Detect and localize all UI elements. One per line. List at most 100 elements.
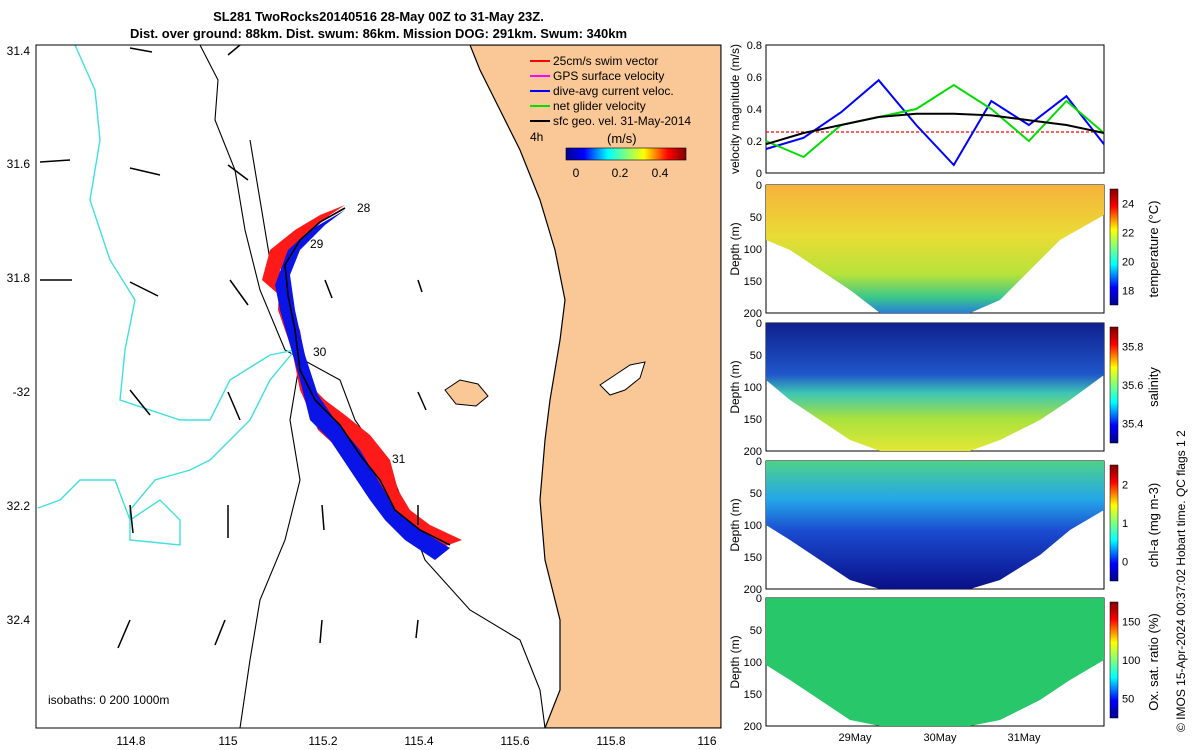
legend-entry: dive-avg current veloc. xyxy=(553,84,674,98)
isobaths-note: isobaths: 0 200 1000m xyxy=(48,693,169,707)
colorbar-tick: 2 xyxy=(1122,479,1128,491)
panel-y-tick: 100 xyxy=(744,657,762,669)
velocity-series-line xyxy=(765,83,1105,159)
colorbar-tick: 35.8 xyxy=(1122,341,1143,353)
panel-y-tick: 0 xyxy=(756,456,762,468)
colorbar-tick: 18 xyxy=(1122,286,1134,298)
legend-entry: sfc geo. vel. 31-May-2014 xyxy=(553,114,691,128)
map-y-tick: 32.2 xyxy=(7,499,31,513)
panel-y-tick: 150 xyxy=(744,552,762,564)
panel-y-tick: 100 xyxy=(744,244,762,256)
colorbar-label: chl-a (mg m-3) xyxy=(1146,483,1161,568)
salinity-colorbar xyxy=(1109,326,1119,444)
temperature-section xyxy=(765,184,1105,314)
velocity-series-line xyxy=(765,78,1105,167)
colorbar-tick: 150 xyxy=(1122,616,1140,628)
map-x-tick: 115.2 xyxy=(308,734,337,748)
map-y-tick: 32.4 xyxy=(7,613,31,627)
colorbar-tick: 1 xyxy=(1122,518,1128,530)
isobath-1000m xyxy=(239,139,301,728)
panel-x-tick: 30May xyxy=(923,732,957,744)
panel-y-tick: 100 xyxy=(744,382,762,394)
panel-y-tick: 200 xyxy=(744,446,762,458)
track-label: 29 xyxy=(310,237,324,251)
oxygen-section xyxy=(765,597,1105,727)
colorbar-tick: 0.4 xyxy=(652,166,669,180)
track-label: 28 xyxy=(357,201,371,215)
panel-y-tick: 0.8 xyxy=(747,40,762,52)
dive-avg-swath xyxy=(275,210,450,560)
legend-entry: 25cm/s swim vector xyxy=(553,54,658,68)
colorbar-tick: 35.4 xyxy=(1122,419,1143,431)
isobath-200m xyxy=(199,45,546,728)
velocity-series-line xyxy=(765,112,1105,146)
panel-y-tick: 150 xyxy=(744,689,762,701)
colorbar-unit: (m/s) xyxy=(607,131,637,146)
colorbar-tick: 35.6 xyxy=(1122,380,1143,392)
panel-y-tick: 50 xyxy=(750,488,762,500)
colorbar-tick: 0 xyxy=(1122,557,1128,569)
map-x-tick: 114.8 xyxy=(116,734,145,748)
estuary xyxy=(599,361,646,396)
map-y-tick: 31.8 xyxy=(7,271,31,285)
panel-x-tick: 29May xyxy=(838,732,872,744)
panel-y-label: Depth (m) xyxy=(728,498,742,551)
panel-y-tick: 0.4 xyxy=(747,104,762,116)
colorbar-tick: 0 xyxy=(573,166,580,180)
legend-entry: GPS surface velocity xyxy=(553,69,664,83)
island xyxy=(444,379,489,407)
map-y-tick: 31.6 xyxy=(7,157,31,171)
glider-track xyxy=(284,207,451,546)
map-panel xyxy=(36,45,721,728)
panel-y-tick: 200 xyxy=(744,721,762,733)
panel-x-tick: 31May xyxy=(1007,732,1041,744)
chla-colorbar xyxy=(1109,464,1119,582)
interval-label: 4h xyxy=(530,130,543,144)
panel-y-tick: 100 xyxy=(744,520,762,532)
map-x-tick: 116 xyxy=(697,734,716,748)
map-x-tick: 115.6 xyxy=(500,734,529,748)
panel-y-label: Depth (m) xyxy=(728,635,742,688)
chart-title-line1: SL281 TwoRocks20140516 28-May 00Z to 31-… xyxy=(213,9,544,24)
track-label: 31 xyxy=(392,452,406,466)
colorbar-tick: 24 xyxy=(1122,199,1134,211)
panel-y-tick: 0 xyxy=(756,318,762,330)
colorbar-label: Ox. sat. ratio (%) xyxy=(1146,613,1161,711)
temperature-colorbar xyxy=(1109,188,1119,306)
map-y-tick: 31.4 xyxy=(7,44,31,58)
panel-y-tick: 0 xyxy=(756,593,762,605)
legend-entry: net glider velocity xyxy=(553,99,646,113)
panel-y-tick: 50 xyxy=(750,212,762,224)
panel-y-tick: 0 xyxy=(756,180,762,192)
panel-y-label: Depth (m) xyxy=(728,222,742,275)
chart-title-line2: Dist. over ground: 88km. Dist. swum: 86k… xyxy=(129,26,628,41)
colorbar-tick: 22 xyxy=(1122,228,1134,240)
panel-y-tick: 200 xyxy=(744,584,762,596)
panel-y-tick: 200 xyxy=(744,308,762,320)
track-label: 30 xyxy=(313,345,327,359)
colorbar-tick: 0.2 xyxy=(612,166,629,180)
salinity-section xyxy=(765,322,1105,452)
sfc-geo-arrows xyxy=(39,45,427,649)
map-x-tick: 115.4 xyxy=(404,734,433,748)
colorbar-tick: 20 xyxy=(1122,257,1134,269)
panel-y-label: Depth (m) xyxy=(728,360,742,413)
land-area xyxy=(469,45,721,728)
velocity-panel xyxy=(765,44,1105,174)
panel-y-tick: 150 xyxy=(744,276,762,288)
panel-y-tick: 150 xyxy=(744,414,762,426)
map-x-tick: 115.8 xyxy=(596,734,625,748)
panel-y-tick: 0 xyxy=(756,168,762,180)
credit-text: © IMOS 15-Apr-2024 00:37:02 Hobart time.… xyxy=(1174,430,1188,732)
map-x-tick: 115 xyxy=(218,734,237,748)
chla-section xyxy=(765,460,1105,590)
colorbar-tick: 50 xyxy=(1122,694,1134,706)
colorbar-tick: 100 xyxy=(1122,655,1140,667)
speed-colorbar xyxy=(565,147,687,161)
panel-y-tick: 0.6 xyxy=(747,72,762,84)
colorbar-label: temperature (°C) xyxy=(1146,201,1161,298)
map-y-tick: -32 xyxy=(13,385,31,399)
panel-y-label: velocity magnitude (m/s) xyxy=(728,44,742,174)
panel-y-tick: 50 xyxy=(750,625,762,637)
